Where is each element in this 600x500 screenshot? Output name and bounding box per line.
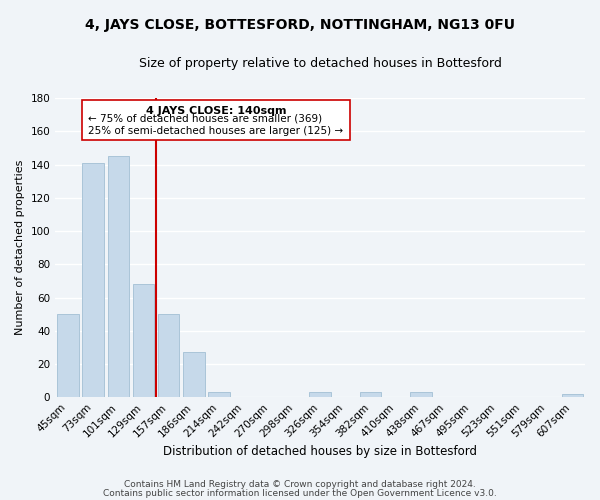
Bar [107,156,129,397]
Text: ← 75% of detached houses are smaller (369): ← 75% of detached houses are smaller (36… [88,113,322,123]
Text: 4, JAYS CLOSE, BOTTESFORD, NOTTINGHAM, NG13 0FU: 4, JAYS CLOSE, BOTTESFORD, NOTTINGHAM, N… [85,18,515,32]
Title: Size of property relative to detached houses in Bottesford: Size of property relative to detached ho… [139,58,502,70]
Text: Contains HM Land Registry data © Crown copyright and database right 2024.: Contains HM Land Registry data © Crown c… [124,480,476,489]
Bar [208,392,230,397]
Bar [183,352,205,397]
FancyBboxPatch shape [82,100,350,140]
Bar [360,392,381,397]
Y-axis label: Number of detached properties: Number of detached properties [15,160,25,336]
Text: 25% of semi-detached houses are larger (125) →: 25% of semi-detached houses are larger (… [88,126,343,136]
Text: 4 JAYS CLOSE: 140sqm: 4 JAYS CLOSE: 140sqm [146,106,286,117]
Bar [133,284,154,397]
X-axis label: Distribution of detached houses by size in Bottesford: Distribution of detached houses by size … [163,444,477,458]
Bar [410,392,432,397]
Bar [82,163,104,397]
Bar [158,314,179,397]
Text: Contains public sector information licensed under the Open Government Licence v3: Contains public sector information licen… [103,488,497,498]
Bar [57,314,79,397]
Bar [310,392,331,397]
Bar [562,394,583,397]
